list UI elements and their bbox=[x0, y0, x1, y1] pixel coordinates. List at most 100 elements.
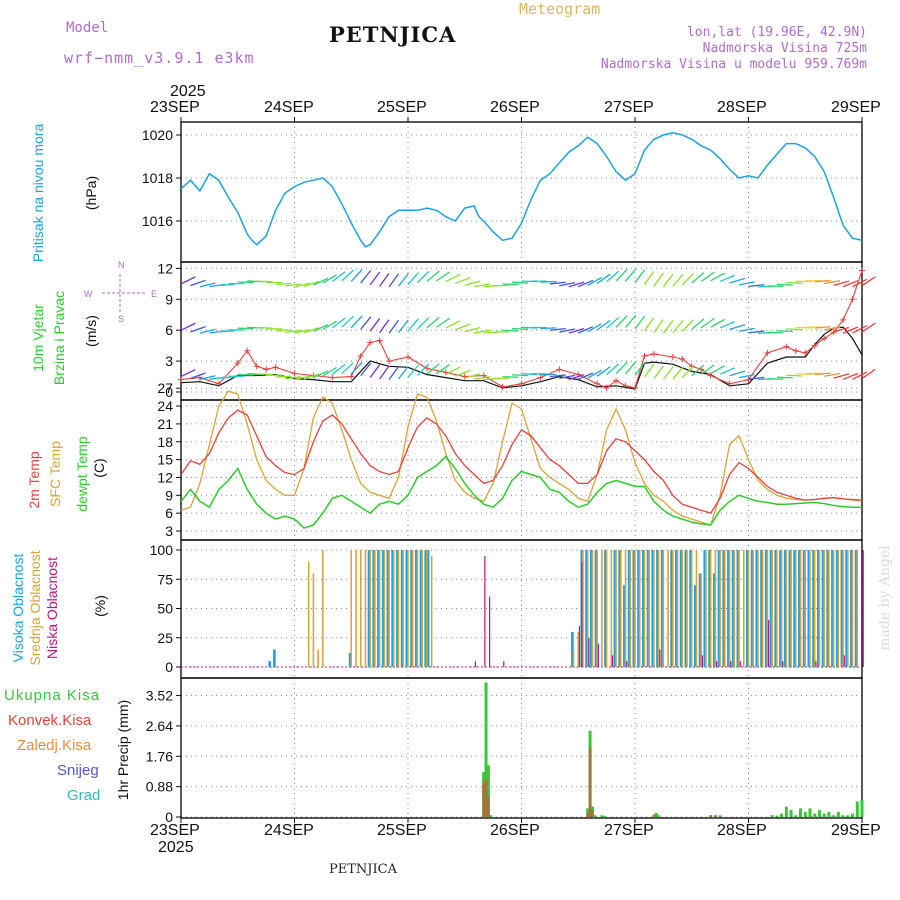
wind-barb bbox=[199, 282, 216, 288]
wind-barb bbox=[218, 330, 235, 333]
wind-barb bbox=[700, 317, 715, 329]
wind-barb bbox=[464, 326, 481, 333]
wind-barb bbox=[596, 273, 611, 285]
model-elevation-label: Nadmorska Visina u modelu 959.769m bbox=[600, 57, 867, 72]
wind-barb bbox=[634, 269, 646, 283]
wind-barb bbox=[577, 279, 594, 288]
wind-barb bbox=[814, 372, 831, 376]
wind-barb bbox=[643, 363, 655, 378]
precip-bar-konvek-kisa bbox=[652, 814, 656, 817]
wind-barb bbox=[322, 274, 337, 284]
precip-bar-konvek-kisa bbox=[709, 815, 713, 817]
pressure-line bbox=[180, 132, 863, 248]
wind-barb bbox=[606, 270, 620, 283]
wind-max-marker bbox=[376, 337, 383, 344]
precip-bar-ukupna-kisa bbox=[827, 811, 831, 817]
wind-barb bbox=[672, 273, 684, 287]
precip-bar-ukupna-kisa bbox=[822, 813, 826, 817]
wind-barb bbox=[294, 375, 311, 381]
wind-barb bbox=[568, 327, 585, 334]
wind-barb bbox=[445, 366, 461, 376]
precip-bar-ukupna-kisa bbox=[789, 810, 793, 817]
wind-barb bbox=[634, 315, 646, 330]
wind-barb bbox=[681, 272, 694, 286]
wind-barb bbox=[313, 277, 329, 286]
wind-barb bbox=[700, 364, 715, 375]
wind-barb bbox=[436, 271, 451, 282]
ytick-label-temp: 9 bbox=[165, 487, 173, 503]
wind-barb bbox=[284, 329, 301, 334]
ytick-label-temp: 27 bbox=[157, 380, 173, 396]
wind-max-marker bbox=[253, 363, 260, 370]
wind-max-line bbox=[180, 270, 863, 389]
wind-barb bbox=[417, 363, 430, 376]
precip-bar-ukupna-kisa bbox=[803, 811, 807, 817]
wind-max-marker bbox=[234, 360, 241, 367]
wind-barb bbox=[824, 326, 841, 331]
wind-barb bbox=[218, 376, 235, 379]
ytick-label-temp: 3 bbox=[165, 523, 173, 539]
ytick-label-wind: 3 bbox=[165, 353, 173, 369]
wind-barb bbox=[606, 363, 620, 375]
wind-barb bbox=[738, 327, 755, 332]
wind-barb bbox=[861, 368, 876, 379]
wind-barb bbox=[275, 375, 292, 378]
wind-max-marker bbox=[726, 380, 733, 387]
temp-sfc-line bbox=[180, 390, 863, 526]
precip-bar-ukupna-kisa bbox=[486, 765, 490, 817]
date-bottom-6: 29SEP bbox=[831, 822, 881, 839]
wind-barb bbox=[719, 367, 736, 375]
wind-barb bbox=[824, 280, 841, 285]
wind-barb bbox=[587, 323, 602, 333]
wind-barb bbox=[662, 320, 674, 334]
date-top-6: 29SEP bbox=[831, 99, 881, 116]
wind-barb bbox=[587, 276, 602, 286]
wind-barb bbox=[662, 273, 674, 288]
wind-barb bbox=[596, 320, 611, 331]
precip-bar-ukupna-kisa bbox=[780, 813, 784, 817]
ytick-label-wind: 12 bbox=[157, 260, 173, 276]
wind-barb bbox=[313, 370, 329, 379]
precip-bar-ukupna-kisa bbox=[799, 808, 803, 817]
wind-barb bbox=[379, 365, 390, 380]
temp-dewpt-line bbox=[180, 455, 862, 529]
station-title: PETNJICA bbox=[329, 22, 457, 47]
ytick-label-cloud: 0 bbox=[165, 659, 173, 675]
ytick-label-precip: 2.64 bbox=[146, 718, 173, 734]
wind-barb bbox=[587, 369, 602, 379]
wind-barb bbox=[322, 366, 337, 377]
legend-conv-rain: Konvek.Kisa bbox=[8, 712, 92, 729]
compass-n: N bbox=[118, 260, 125, 270]
wind-max-marker bbox=[244, 347, 251, 354]
wind-barb bbox=[180, 322, 196, 331]
ytick-label-precip: 0.88 bbox=[146, 779, 173, 795]
wind-max-marker bbox=[442, 369, 449, 376]
lonlat-label: lon,lat (19.96E, 42.9N) bbox=[686, 25, 867, 40]
wind-barb bbox=[331, 363, 346, 375]
wind-barb bbox=[199, 328, 216, 334]
wind-barb bbox=[577, 326, 594, 334]
precip-bar-ukupna-kisa bbox=[832, 815, 836, 817]
wind-barb bbox=[615, 361, 628, 375]
ytick-label-cloud: 50 bbox=[157, 601, 173, 617]
wind-barb bbox=[360, 316, 372, 330]
wind-max-marker bbox=[603, 384, 610, 391]
wind-barb bbox=[474, 283, 491, 288]
wind-barb bbox=[341, 269, 354, 282]
wind-barb bbox=[417, 317, 430, 330]
wind-barb bbox=[568, 281, 585, 288]
wind-barb bbox=[417, 270, 430, 284]
wind-barb bbox=[294, 282, 311, 288]
wind-barb bbox=[786, 281, 803, 284]
precip-bar-ukupna-kisa bbox=[808, 808, 812, 817]
wind-barb bbox=[369, 364, 381, 378]
wind-barb bbox=[237, 327, 254, 330]
wind-barb bbox=[237, 281, 254, 284]
wind-barb bbox=[455, 369, 471, 377]
precip-bar-konvek-kisa bbox=[484, 779, 488, 817]
ytick-label-cloud: 75 bbox=[157, 571, 173, 587]
date-bottom-2: 25SEP bbox=[377, 822, 427, 839]
ytick-label-precip: 0 bbox=[165, 809, 173, 825]
wind-barb bbox=[833, 280, 850, 287]
